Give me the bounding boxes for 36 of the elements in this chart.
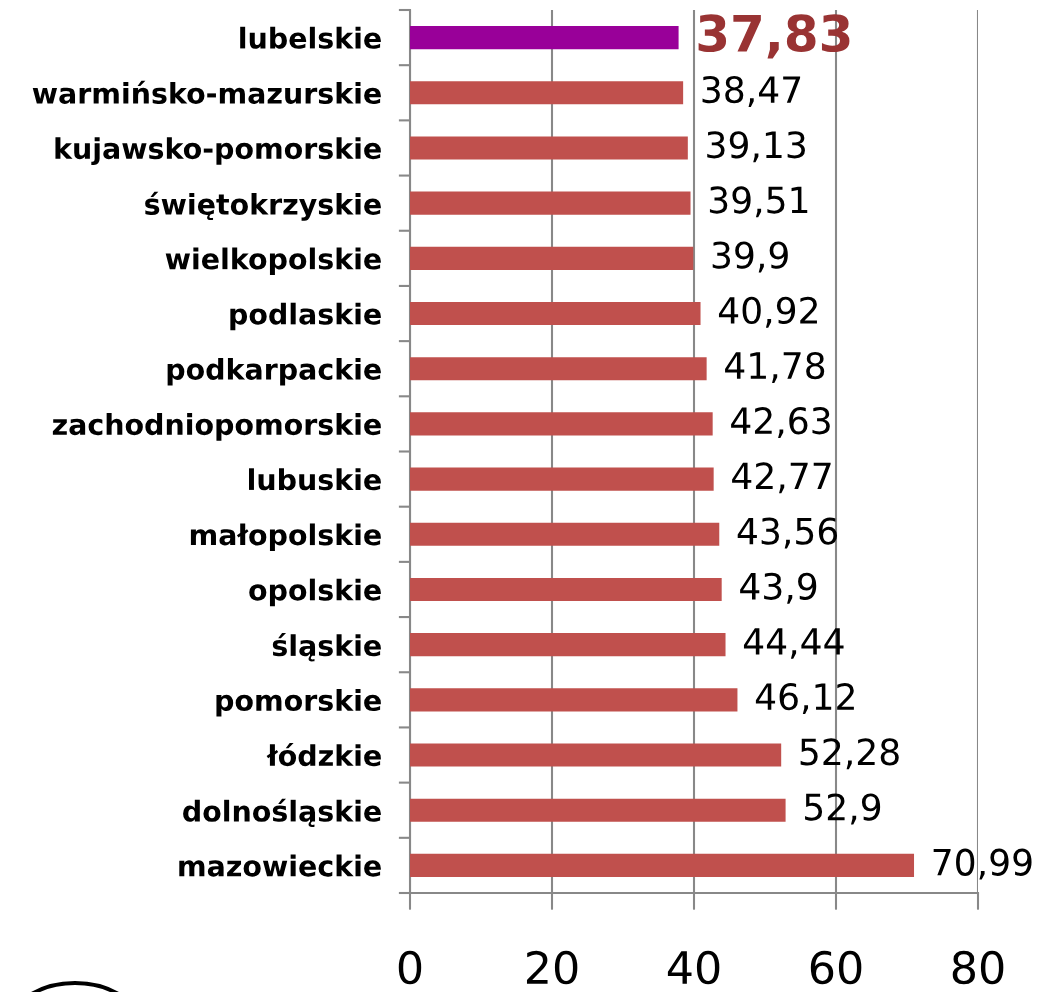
- y-tick-label: lubuskie: [248, 468, 381, 491]
- y-tick-label: wielkopolskie: [165, 247, 381, 276]
- y-tick-label: podkarpackie: [167, 357, 381, 386]
- data-label: 44,44: [743, 628, 844, 659]
- data-label: 52,9: [805, 793, 881, 825]
- data-label: 46,12: [755, 683, 854, 715]
- x-tick-label: 60: [810, 950, 862, 985]
- data-label: 41,78: [725, 351, 825, 383]
- data-label: 42,63: [731, 407, 830, 439]
- y-tick-label: lubelskie: [240, 26, 381, 49]
- data-label: 39,51: [709, 186, 808, 218]
- data-label: 39,13: [707, 131, 805, 163]
- y-tick-label: kujawsko-pomorskie: [55, 137, 381, 165]
- y-tick-label: dolnośląskie: [183, 798, 381, 828]
- y-tick-label: opolskie: [249, 578, 381, 607]
- y-tick-label: łódzkie: [266, 743, 381, 767]
- y-tick-label: mazowieckie: [179, 854, 381, 877]
- y-tick-label: zachodniopomorskie: [52, 413, 381, 441]
- data-label: 70,99: [933, 848, 1032, 880]
- data-label: 40,92: [718, 296, 817, 328]
- data-label: 52,28: [800, 738, 899, 770]
- y-tick-label: pomorskie: [216, 689, 381, 717]
- data-label: 42,77: [732, 462, 831, 494]
- x-tick-label: 20: [526, 950, 578, 985]
- y-tick-label: małopolskie: [190, 523, 381, 552]
- data-label: 39,9: [712, 241, 788, 273]
- y-tick-label: śląskie: [272, 633, 381, 662]
- x-tick-label: 80: [952, 950, 1004, 985]
- y-tick-label: podlaskie: [230, 302, 381, 331]
- data-label: 43,9: [740, 572, 817, 604]
- x-tick-label: 0: [398, 950, 422, 985]
- x-tick-label: 40: [667, 950, 720, 985]
- y-tick-label: świętokrzyskie: [145, 191, 381, 221]
- y-tick-label: warmińsko-mazurskie: [32, 80, 381, 104]
- data-label: 43,56: [737, 517, 838, 549]
- data-label: 38,47: [702, 75, 801, 107]
